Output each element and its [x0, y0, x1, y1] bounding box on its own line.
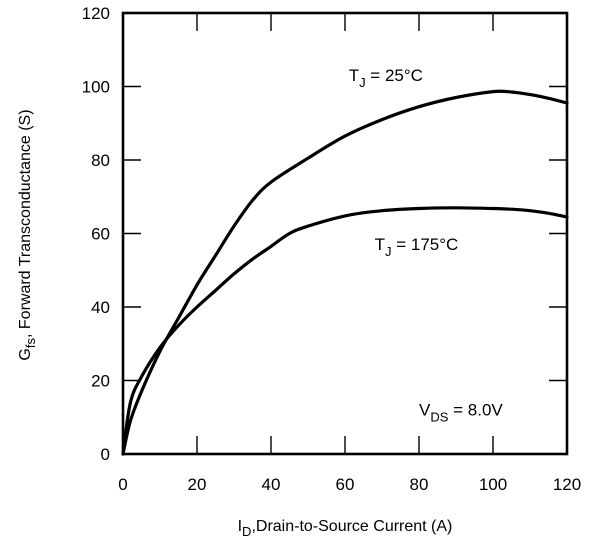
y-axis-title: Gfs, Forward Transconductance (S) — [17, 109, 38, 360]
annotation-vds-main: V — [419, 400, 431, 419]
x-axis-title: ID,Drain-to-Source Current (A) — [238, 518, 453, 539]
axis-ticks — [123, 13, 567, 454]
annotation-tj25-rest: = 25°C — [366, 66, 423, 85]
y-tick-label-120: 120 — [82, 4, 110, 23]
annotation-tj175-rest: = 175°C — [391, 235, 458, 254]
y-axis-title-main: G — [17, 348, 34, 360]
annotation-tj25-main: T — [349, 66, 359, 85]
y-tick-label-20: 20 — [91, 372, 110, 391]
x-tick-label-40: 40 — [262, 475, 281, 494]
x-axis-title-sub: D — [242, 524, 251, 539]
annotation-vds-rest: = 8.0V — [448, 400, 503, 419]
y-axis-title-sub: fs — [23, 337, 38, 348]
y-tick-labels: 0 20 40 60 80 100 120 — [82, 4, 110, 464]
x-tick-label-100: 100 — [479, 475, 507, 494]
x-tick-label-60: 60 — [336, 475, 355, 494]
x-axis-title-rest: ,Drain-to-Source Current (A) — [251, 518, 452, 535]
annotation-tj175-main: T — [375, 235, 385, 254]
x-tick-label-20: 20 — [188, 475, 207, 494]
annotation-tj175-sub: J — [385, 244, 392, 259]
annotation-vds: VDS = 8.0V — [419, 400, 503, 424]
annotation-tj25: TJ = 25°C — [349, 66, 423, 90]
series-line-0 — [121, 89, 569, 456]
y-tick-label-100: 100 — [82, 78, 110, 97]
series-line-1 — [121, 206, 569, 456]
annotation-tj175: TJ = 175°C — [375, 235, 459, 259]
x-tick-label-120: 120 — [553, 475, 581, 494]
x-axis-title-main: I — [238, 518, 242, 535]
y-tick-label-40: 40 — [91, 298, 110, 317]
y-axis-title-rest: , Forward Transconductance (S) — [17, 109, 34, 338]
series-lines — [121, 89, 569, 456]
x-tick-label-0: 0 — [118, 475, 127, 494]
x-tick-label-80: 80 — [410, 475, 429, 494]
y-tick-label-80: 80 — [91, 151, 110, 170]
y-tick-label-0: 0 — [101, 445, 110, 464]
annotation-tj25-sub: J — [359, 75, 366, 90]
x-tick-labels: 0 20 40 60 80 100 120 — [118, 475, 581, 494]
annotation-vds-sub: DS — [430, 409, 448, 424]
y-tick-label-60: 60 — [91, 225, 110, 244]
plot-frame — [121, 11, 569, 456]
